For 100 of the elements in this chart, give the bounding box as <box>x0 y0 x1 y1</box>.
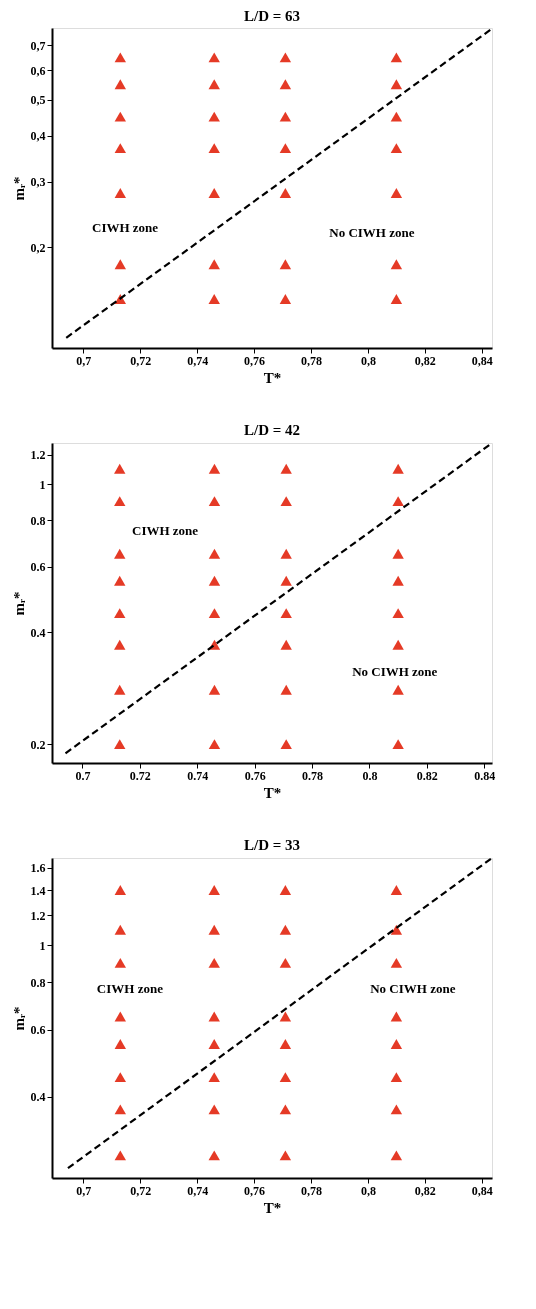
point <box>280 608 292 619</box>
y-tick-label: 1.6 <box>30 861 46 876</box>
point <box>208 608 221 619</box>
point <box>279 924 292 935</box>
x-tick-label: 0,84 <box>471 353 493 368</box>
point <box>114 496 126 507</box>
x-tick-label: 0,7 <box>76 353 92 368</box>
point <box>208 548 221 559</box>
point <box>208 1039 220 1049</box>
point <box>114 924 127 935</box>
point <box>390 1039 403 1049</box>
point <box>114 1072 127 1083</box>
point <box>208 684 221 695</box>
y-tick-label: 1.2 <box>30 448 46 463</box>
y-axis-title: mᵣ* <box>10 176 27 201</box>
point <box>279 1011 292 1022</box>
point <box>390 1072 403 1083</box>
point <box>114 575 126 586</box>
y-axis-title: mᵣ* <box>10 1006 27 1031</box>
chart-title: L/D = 33 <box>243 836 301 853</box>
point <box>208 575 221 586</box>
point <box>114 739 126 750</box>
point <box>208 957 220 968</box>
point <box>279 188 292 198</box>
x-tick-label: 0.78 <box>302 768 324 783</box>
point <box>390 924 403 935</box>
x-tick-label: 0,8 <box>360 1183 376 1198</box>
point <box>390 143 403 154</box>
y-tick-label: 0.8 <box>30 975 46 990</box>
y-axis-title: mᵣ* <box>10 591 27 616</box>
annotation: CIWH zone <box>91 220 159 235</box>
point <box>280 639 292 650</box>
x-tick-label: 0,78 <box>300 1183 322 1198</box>
point <box>114 52 127 63</box>
y-tick-label: 0,7 <box>30 38 46 53</box>
point <box>114 111 127 122</box>
point <box>114 684 126 695</box>
y-tick-label: 0,3 <box>30 175 46 190</box>
y-tick-label: 0,4 <box>30 129 46 144</box>
point <box>390 957 403 968</box>
y-tick-label: 0.6 <box>30 1023 46 1038</box>
point <box>392 463 404 474</box>
x-tick-label: 0.72 <box>129 768 151 783</box>
y-tick-label: 0,5 <box>30 93 46 108</box>
point <box>390 1011 403 1022</box>
y-tick-label: 0,2 <box>30 240 46 255</box>
point <box>279 294 292 304</box>
x-axis-title: T* <box>263 369 282 386</box>
point <box>114 639 126 650</box>
y-tick-label: 1 <box>39 938 46 953</box>
x-tick-label: 0,76 <box>244 1183 266 1198</box>
point <box>208 52 220 63</box>
point <box>390 294 403 304</box>
point <box>390 188 403 198</box>
chart-title: L/D = 42 <box>243 421 301 438</box>
annotation: No CIWH zone <box>329 224 415 240</box>
x-tick-label: 0,8 <box>360 353 376 368</box>
x-tick-label: 0,82 <box>414 1183 436 1198</box>
point <box>279 111 292 122</box>
point <box>280 463 292 474</box>
point <box>208 739 221 750</box>
point <box>279 79 292 90</box>
point <box>114 259 127 270</box>
point <box>208 259 220 270</box>
y-tick-label: 0.2 <box>30 737 46 752</box>
x-tick-label: 0.8 <box>362 768 378 783</box>
point <box>208 1072 220 1083</box>
x-tick-label: 0,76 <box>244 353 266 368</box>
point <box>390 1104 403 1115</box>
point <box>208 924 220 935</box>
point <box>208 294 220 304</box>
point <box>208 1011 220 1022</box>
x-tick-label: 0,78 <box>300 353 322 368</box>
point <box>208 1104 220 1115</box>
point <box>279 143 292 154</box>
point <box>390 885 403 895</box>
point <box>280 496 292 507</box>
point <box>279 885 292 895</box>
x-tick-label: 0,82 <box>414 353 436 368</box>
point <box>279 1104 292 1115</box>
y-tick-label: 1.2 <box>30 908 46 923</box>
annotation: No CIWH zone <box>370 981 456 997</box>
annotation: No CIWH zone <box>352 663 438 679</box>
point <box>279 1150 292 1161</box>
x-tick-label: 0,84 <box>471 1183 493 1198</box>
point <box>392 639 404 650</box>
point <box>392 575 404 586</box>
x-tick-label: 0.82 <box>416 768 438 783</box>
point <box>208 188 220 198</box>
y-tick-label: 1.4 <box>30 883 46 898</box>
x-axis-title: T* <box>263 784 282 801</box>
x-tick-label: 0.74 <box>187 768 209 783</box>
point <box>392 496 404 507</box>
x-tick-label: 0,74 <box>187 353 209 368</box>
annotation: CIWH zone <box>96 981 164 997</box>
point <box>114 463 126 474</box>
y-tick-label: 0.6 <box>30 560 46 575</box>
point <box>280 739 292 750</box>
point <box>114 885 127 895</box>
x-tick-label: 0,72 <box>130 353 152 368</box>
